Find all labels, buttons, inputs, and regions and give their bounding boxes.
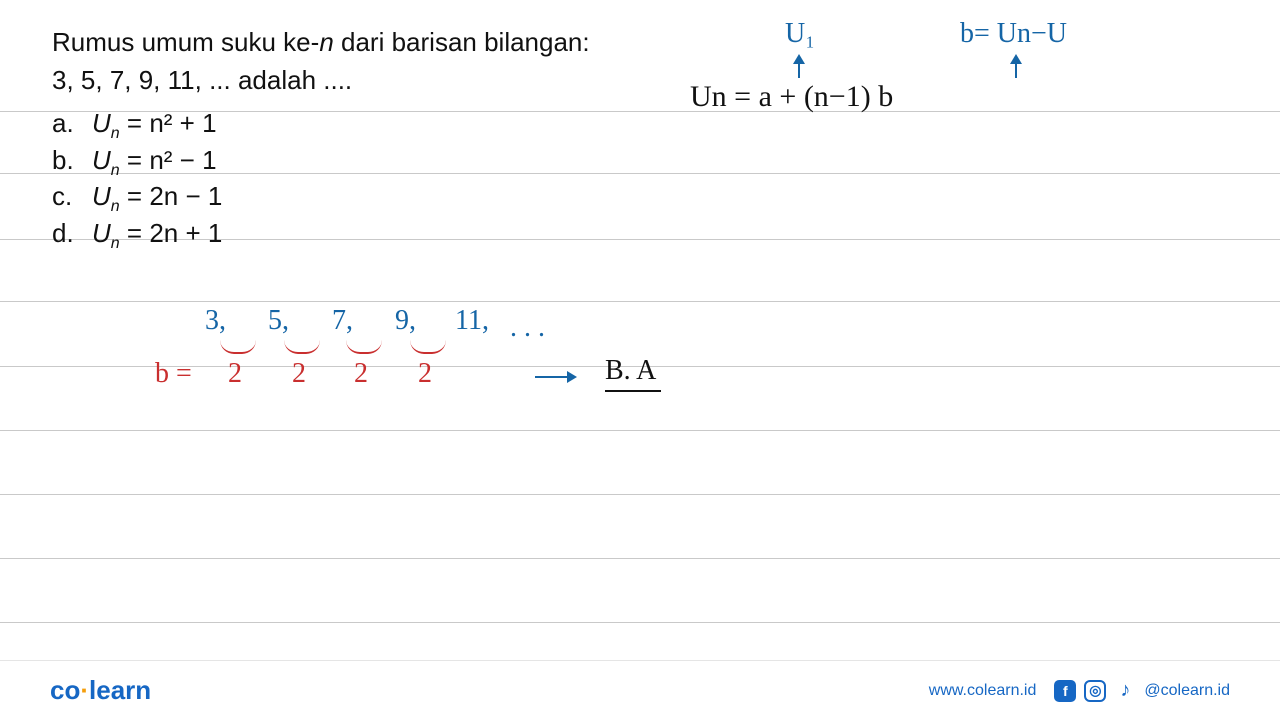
facebook-icon: f <box>1054 680 1076 702</box>
seq-4: 9, <box>395 305 416 337</box>
tiktok-icon: ♪ <box>1114 680 1136 702</box>
arrow-up-icon <box>1015 56 1017 78</box>
opt-body: Un = 2n − 1 <box>92 178 222 214</box>
rule-line <box>0 622 1280 623</box>
diff-4: 2 <box>418 358 432 390</box>
option-d: d. Un = 2n + 1 <box>52 215 590 251</box>
logo-part-b: learn <box>89 675 151 705</box>
opt-body: Un = 2n + 1 <box>92 215 222 251</box>
opt-label: c. <box>52 178 76 214</box>
option-c: c. Un = 2n − 1 <box>52 178 590 214</box>
hand-b-eq: b = <box>155 358 192 390</box>
social-icons: f ◎ ♪ @colearn.id <box>1054 680 1230 702</box>
underline-icon <box>605 390 661 392</box>
seq-2: 5, <box>268 305 289 337</box>
arrow-up-icon <box>798 56 800 78</box>
hand-u1: U₁ <box>785 18 815 50</box>
option-a: a. Un = n² + 1 <box>52 105 590 141</box>
hand-formula: Un = a + (n−1) b <box>690 80 893 114</box>
instagram-icon: ◎ <box>1084 680 1106 702</box>
rule-line <box>0 558 1280 559</box>
opt-label: a. <box>52 105 76 141</box>
diff-2: 2 <box>292 358 306 390</box>
q-prefix: Rumus umum suku ke- <box>52 27 319 57</box>
opt-label: b. <box>52 142 76 178</box>
rule-line <box>0 301 1280 302</box>
brand-logo: co·learn <box>50 675 151 706</box>
question-line1: Rumus umum suku ke-n dari barisan bilang… <box>52 24 590 62</box>
q-suffix: dari barisan bilangan: <box>334 27 590 57</box>
rule-line <box>0 430 1280 431</box>
hand-ba: B. A <box>605 355 656 387</box>
arc-icon <box>410 340 446 354</box>
footer-url: www.colearn.id <box>929 682 1037 700</box>
logo-dot: · <box>80 675 89 705</box>
seq-5: 11, <box>455 305 489 337</box>
q-var: n <box>319 27 333 57</box>
logo-part-a: co <box>50 675 80 705</box>
footer: co·learn www.colearn.id f ◎ ♪ @colearn.i… <box>0 660 1280 720</box>
opt-body: Un = n² − 1 <box>92 142 217 178</box>
seq-dots: . . . <box>510 312 545 344</box>
arc-icon <box>346 340 382 354</box>
arc-icon <box>284 340 320 354</box>
hand-b-def: b= Un−U <box>960 18 1067 50</box>
arc-icon <box>220 340 256 354</box>
question-line2: 3, 5, 7, 9, 11, ... adalah .... <box>52 62 590 100</box>
diff-1: 2 <box>228 358 242 390</box>
diff-3: 2 <box>354 358 368 390</box>
opt-label: d. <box>52 215 76 251</box>
social-handle: @colearn.id <box>1144 682 1230 700</box>
arrow-right-icon <box>535 376 575 378</box>
option-b: b. Un = n² − 1 <box>52 142 590 178</box>
rule-line <box>0 494 1280 495</box>
options-list: a. Un = n² + 1 b. Un = n² − 1 c. Un = 2n… <box>52 105 590 251</box>
seq-1: 3, <box>205 305 226 337</box>
seq-3: 7, <box>332 305 353 337</box>
opt-body: Un = n² + 1 <box>92 105 217 141</box>
question-block: Rumus umum suku ke-n dari barisan bilang… <box>52 24 590 251</box>
footer-right: www.colearn.id f ◎ ♪ @colearn.id <box>929 680 1230 702</box>
